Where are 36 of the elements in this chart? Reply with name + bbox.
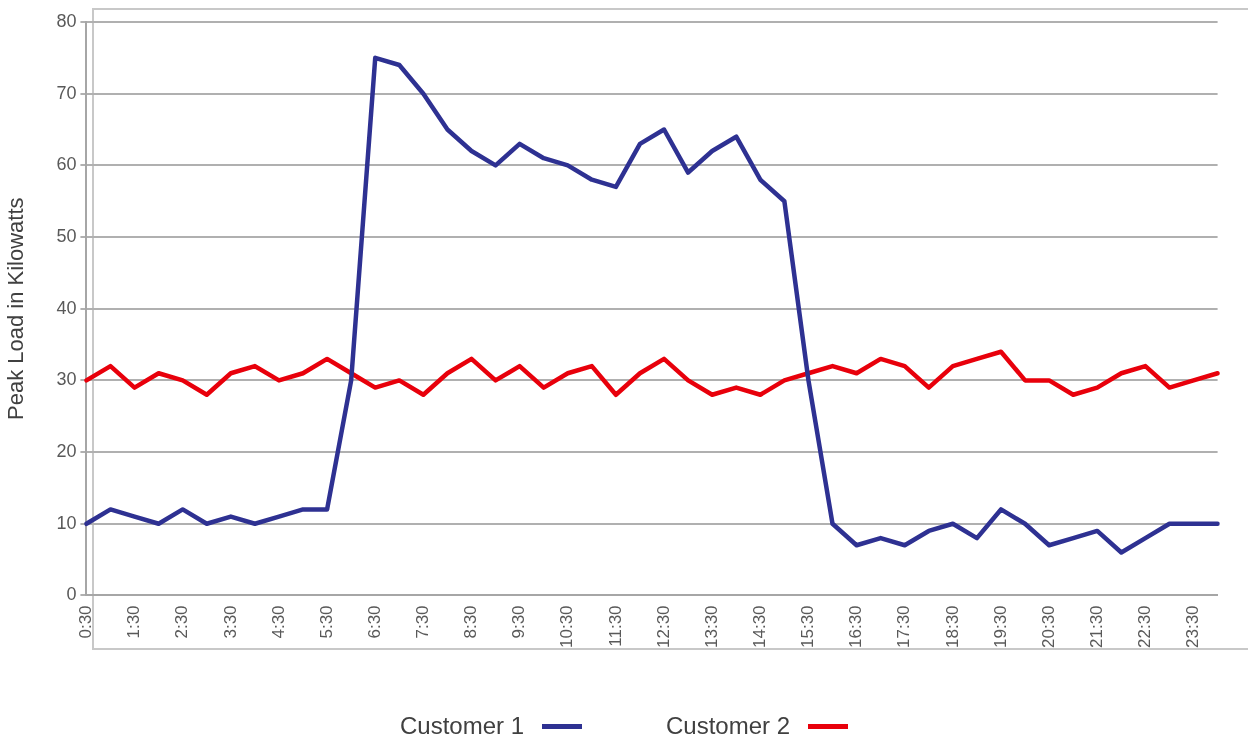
x-tick-label: 0:30 — [76, 605, 96, 639]
y-tick-label: 50 — [56, 226, 77, 247]
x-tick-label: 5:30 — [316, 605, 336, 639]
y-tick-label: 10 — [56, 512, 77, 533]
y-tick-label: 0 — [66, 584, 77, 605]
x-tick-label: 20:30 — [1038, 605, 1058, 649]
y-tick-label: 70 — [56, 82, 77, 103]
y-tick-label: 30 — [56, 369, 77, 390]
x-tick-label: 11:30 — [605, 605, 625, 647]
legend-label: Customer 1 — [399, 712, 524, 740]
x-tick-label: 9:30 — [509, 605, 529, 639]
y-tick-label: 60 — [56, 154, 77, 175]
x-tick-label: 18:30 — [942, 605, 962, 649]
x-tick-label: 3:30 — [220, 605, 240, 639]
x-tick-label: 23:30 — [1183, 605, 1203, 649]
x-tick-label: 17:30 — [894, 605, 914, 649]
x-tick-label: 2:30 — [172, 605, 192, 639]
legend-label: Customer 2 — [666, 712, 791, 740]
y-tick-label: 80 — [56, 10, 77, 31]
x-tick-label: 13:30 — [701, 605, 721, 649]
x-tick-label: 15:30 — [798, 605, 818, 649]
x-tick-label: 22:30 — [1135, 605, 1155, 649]
y-tick-label: 40 — [56, 297, 77, 318]
x-tick-label: 21:30 — [1086, 605, 1106, 649]
x-tick-label: 6:30 — [364, 605, 384, 639]
y-tick-label: 20 — [56, 441, 77, 462]
x-tick-label: 16:30 — [846, 605, 866, 649]
x-tick-label: 12:30 — [653, 605, 673, 649]
x-tick-label: 1:30 — [124, 605, 144, 639]
x-tick-label: 10:30 — [557, 605, 577, 649]
y-axis-title: Peak Load in Kilowatts — [3, 197, 29, 421]
x-tick-label: 19:30 — [990, 605, 1010, 649]
x-tick-label: 4:30 — [268, 605, 288, 639]
x-tick-label: 8:30 — [461, 605, 481, 639]
x-tick-label: 14:30 — [750, 605, 769, 649]
x-tick-label: 7:30 — [413, 605, 433, 639]
